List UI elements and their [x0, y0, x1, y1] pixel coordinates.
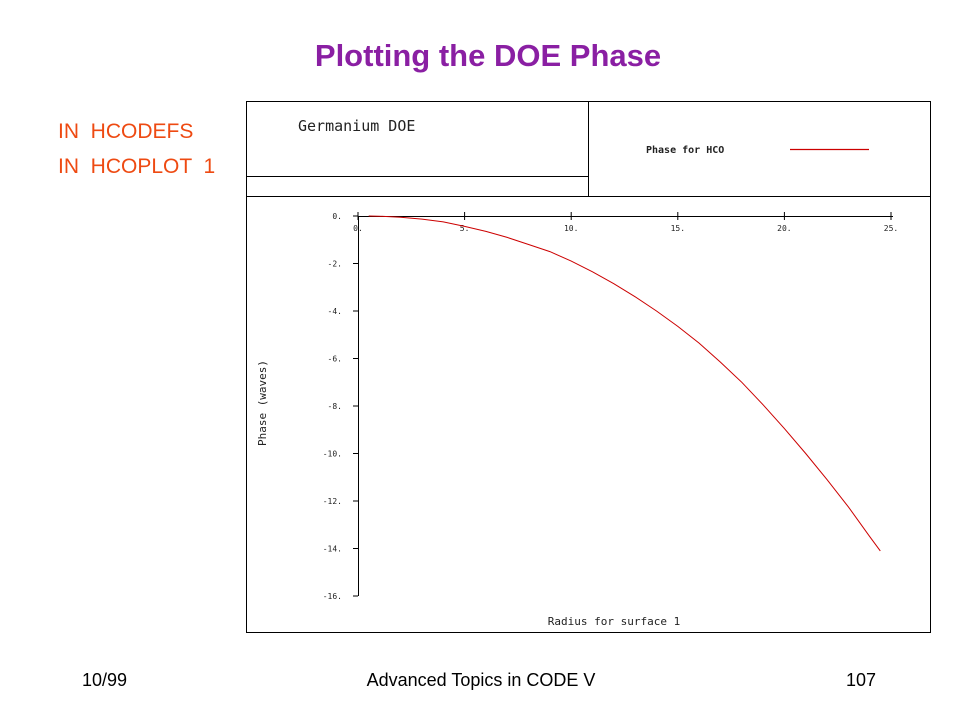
y-tick-label: -6. [328, 355, 342, 364]
command-hcodefs: IN HCODEFS [58, 120, 194, 143]
footer-page-number: 107 [846, 670, 877, 690]
y-tick-label: -12. [323, 497, 342, 506]
y-tick-group: 0. -2. -4. -6. -8. -10. -12. -14. -16. [323, 212, 358, 601]
y-tick-label: -16. [323, 592, 342, 601]
y-tick-label: -10. [323, 450, 342, 459]
y-tick-label: -8. [328, 402, 342, 411]
legend-label: Phase for HCO [646, 145, 724, 156]
x-tick-label: 15. [671, 224, 685, 233]
series-line-phase [368, 215, 881, 552]
slide-title: Plotting the DOE Phase [314, 38, 662, 73]
y-axis-label: Phase (waves) [256, 360, 269, 446]
command-hcoplot: IN HCOPLOT 1 [58, 155, 216, 178]
chart-title: Germanium DOE [298, 117, 415, 135]
footer-title: Advanced Topics in CODE V [366, 670, 596, 690]
x-tick-group: 0. 5. 10. 15. 20. 25. [353, 212, 898, 233]
footer-date: 10/99 [82, 670, 128, 690]
y-tick-label: 0. [332, 212, 342, 221]
y-tick-label: -2. [328, 260, 342, 269]
x-tick-label: 10. [564, 224, 578, 233]
x-tick-label: 20. [777, 224, 791, 233]
x-tick-label: 25. [884, 224, 898, 233]
x-tick-label: 0. [353, 224, 363, 233]
y-tick-label: -14. [323, 545, 342, 554]
y-tick-label: -4. [328, 307, 342, 316]
x-axis-label: Radius for surface 1 [548, 615, 680, 628]
x-tick-label: 5. [460, 224, 470, 233]
